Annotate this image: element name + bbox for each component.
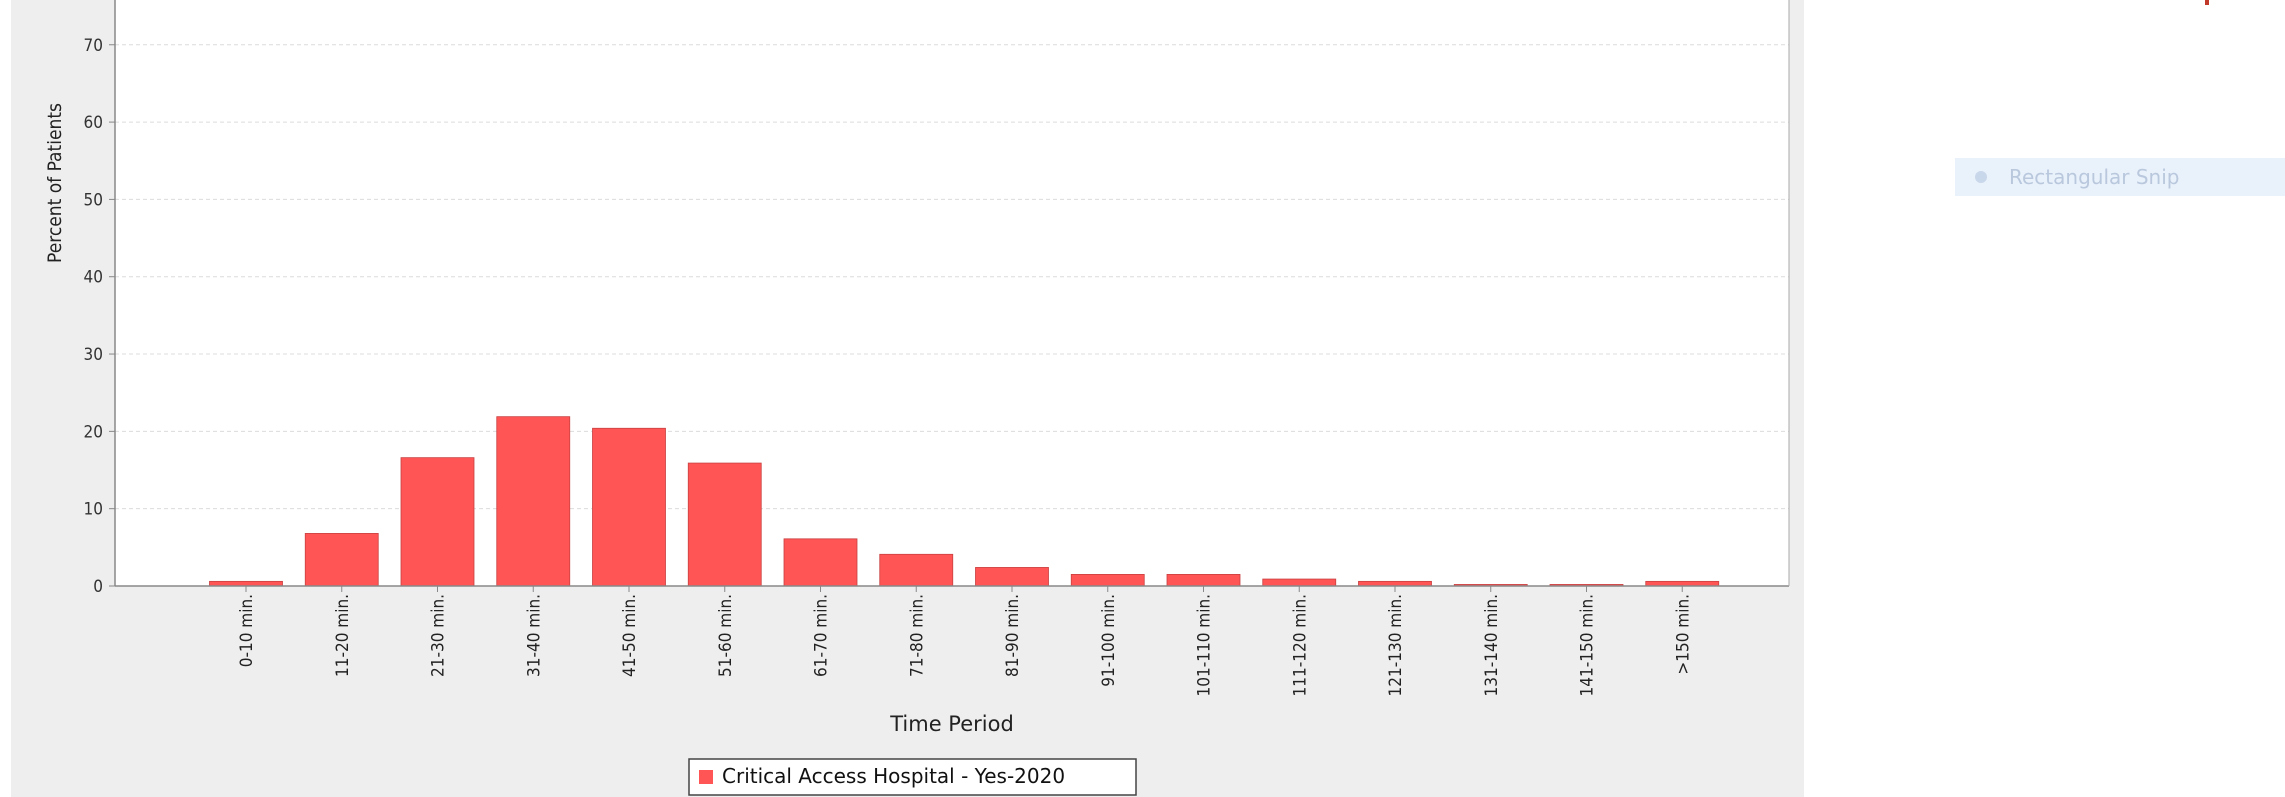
chart-panel: 0 10 20 30 40 50 60 70 0-10 min. 11-20 min. 21-30… [11, 0, 1804, 797]
x-tick-label: 131-140 min. [1482, 594, 1502, 696]
x-tick-label: 81-90 min. [1003, 594, 1023, 677]
bar [687, 462, 762, 587]
x-tick-label: 0-10 min. [237, 594, 257, 667]
bar [1166, 574, 1241, 587]
snip-dot-icon [1975, 171, 1987, 183]
rectangular-snip-chip[interactable]: Rectangular Snip [1955, 158, 2285, 196]
x-axis-label: Time Period [889, 712, 1014, 736]
y-tick-label: 0 [93, 577, 103, 597]
bar [1070, 574, 1145, 587]
x-tick-label: 11-20 min. [333, 594, 353, 677]
legend-swatch [699, 770, 713, 784]
bar-chart: 0 10 20 30 40 50 60 70 0-10 min. 11-20 min. 21-30… [44, 0, 1790, 796]
bar [1262, 578, 1337, 587]
x-tick-label: 91-100 min. [1099, 594, 1119, 687]
y-tick-label: 20 [84, 422, 103, 442]
y-tick-label: 60 [84, 113, 103, 133]
bar [783, 538, 858, 587]
corner-mark [2205, 0, 2209, 5]
bar [975, 567, 1049, 587]
y-tick-label: 10 [84, 500, 103, 520]
snip-label: Rectangular Snip [2009, 165, 2180, 189]
x-tick-label: 21-30 min. [429, 594, 449, 677]
x-tick-label: 101-110 min. [1195, 594, 1215, 696]
bar [879, 553, 954, 587]
x-tick-label: 141-150 min. [1578, 594, 1598, 696]
x-tick-label: >150 min. [1673, 594, 1693, 675]
y-tick-label: 50 [84, 190, 103, 210]
y-axis-label: Percent of Patients [44, 103, 66, 263]
y-tick-label: 30 [84, 345, 103, 365]
bar [592, 427, 666, 587]
x-tick-label: 61-70 min. [812, 594, 832, 677]
bar [304, 533, 379, 587]
plot-area [115, 0, 1789, 586]
legend: Critical Access Hospital - Yes-2020 [688, 758, 1137, 796]
x-tick-label: 31-40 min. [524, 594, 544, 677]
legend-label: Critical Access Hospital - Yes-2020 [722, 764, 1065, 788]
bar [400, 457, 475, 587]
x-tick-label: 51-60 min. [716, 594, 736, 677]
y-tick-label: 40 [84, 268, 103, 288]
x-tick-label: 71-80 min. [907, 594, 927, 677]
y-tick-label: 70 [84, 36, 103, 56]
x-tick-label: 111-120 min. [1290, 594, 1310, 696]
x-tick-label: 41-50 min. [620, 594, 640, 677]
x-tick-label: 121-130 min. [1386, 594, 1406, 696]
legend-box [688, 758, 1137, 796]
bar [496, 416, 571, 587]
